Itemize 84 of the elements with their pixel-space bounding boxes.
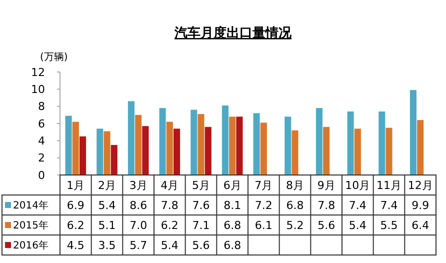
data-label: 8.1 xyxy=(224,198,242,212)
data-label: 5.6 xyxy=(318,218,336,232)
bar xyxy=(236,116,243,175)
bar xyxy=(104,131,110,175)
data-label: 6.8 xyxy=(224,238,242,252)
bar xyxy=(142,126,149,175)
data-label: 5.6 xyxy=(192,238,210,252)
bar xyxy=(96,128,104,175)
y-tick-label: 12 xyxy=(31,66,45,79)
bar xyxy=(174,128,180,175)
data-label: 7.8 xyxy=(160,198,178,212)
x-tick-label: 1月 xyxy=(66,178,85,192)
data-label: 6.8 xyxy=(286,198,304,212)
data-label: 7.2 xyxy=(254,198,272,212)
bar xyxy=(166,122,173,175)
y-tick-label: 4 xyxy=(38,134,45,148)
bar xyxy=(80,136,86,175)
x-tick-label: 5月 xyxy=(192,178,210,192)
x-tick-label: 12月 xyxy=(408,178,433,192)
data-label: 6.2 xyxy=(66,218,84,232)
x-tick-label: 6月 xyxy=(223,178,242,192)
data-label: 5.4 xyxy=(160,238,178,252)
bar xyxy=(347,111,354,175)
data-label: 5.4 xyxy=(348,218,366,232)
data-label: 4.5 xyxy=(66,238,84,252)
bar xyxy=(128,101,134,175)
bar xyxy=(316,108,322,175)
legend-label: 2016年 xyxy=(13,240,48,252)
x-tick-label: 2月 xyxy=(98,178,116,192)
data-label: 6.4 xyxy=(412,218,430,232)
bar xyxy=(410,90,416,175)
data-label: 5.4 xyxy=(98,198,116,212)
data-label: 6.1 xyxy=(254,218,272,232)
x-tick-label: 10月 xyxy=(345,178,370,192)
bar xyxy=(222,105,228,175)
data-label: 5.7 xyxy=(130,238,148,252)
bar xyxy=(292,130,298,175)
data-label: 9.9 xyxy=(412,198,430,212)
data-label: 5.2 xyxy=(286,218,304,232)
x-tick-label: 3月 xyxy=(129,178,148,192)
data-label: 7.1 xyxy=(192,218,210,232)
data-label: 6.9 xyxy=(66,198,84,212)
bar xyxy=(204,126,212,175)
chart-title: 汽车月度出口量情况 xyxy=(174,25,292,41)
y-axis-title: (万辆) xyxy=(40,51,68,63)
data-label: 7.6 xyxy=(192,198,210,212)
bar xyxy=(110,144,118,175)
bar xyxy=(65,116,72,175)
data-label: 6.8 xyxy=(224,218,242,232)
bar xyxy=(378,111,386,175)
y-tick-label: 2 xyxy=(38,152,45,165)
x-tick-label: 9月 xyxy=(317,178,336,192)
x-tick-label: 4月 xyxy=(160,178,179,192)
y-tick-label: 0 xyxy=(38,168,45,182)
bar xyxy=(190,110,198,175)
bar xyxy=(135,114,142,175)
x-tick-label: 11月 xyxy=(376,178,402,192)
y-tick-label: 6 xyxy=(38,117,45,130)
bar xyxy=(229,116,236,175)
y-tick-label: 10 xyxy=(31,83,45,96)
data-label: 6.2 xyxy=(160,218,178,232)
bar xyxy=(260,122,267,175)
legend-label: 2015年 xyxy=(13,220,48,232)
data-label: 3.5 xyxy=(98,238,116,252)
bar xyxy=(354,128,361,175)
bar xyxy=(284,116,292,175)
bar xyxy=(72,122,79,175)
x-tick-label: 8月 xyxy=(286,178,304,192)
bar xyxy=(159,108,166,175)
data-label: 7.4 xyxy=(380,198,398,212)
legend-label: 2014年 xyxy=(13,200,48,212)
bar xyxy=(253,113,260,175)
bar xyxy=(386,128,392,175)
data-label: 7.4 xyxy=(348,198,366,212)
x-tick-label: 7月 xyxy=(254,178,273,192)
data-label: 8.6 xyxy=(130,198,148,212)
bar xyxy=(198,114,204,175)
bar xyxy=(417,120,424,175)
data-label: 7.0 xyxy=(130,218,148,232)
y-tick-label: 8 xyxy=(38,100,45,114)
data-label: 5.5 xyxy=(380,218,398,232)
bar xyxy=(323,126,330,175)
data-label: 5.1 xyxy=(98,218,116,232)
data-label: 7.8 xyxy=(318,198,336,212)
